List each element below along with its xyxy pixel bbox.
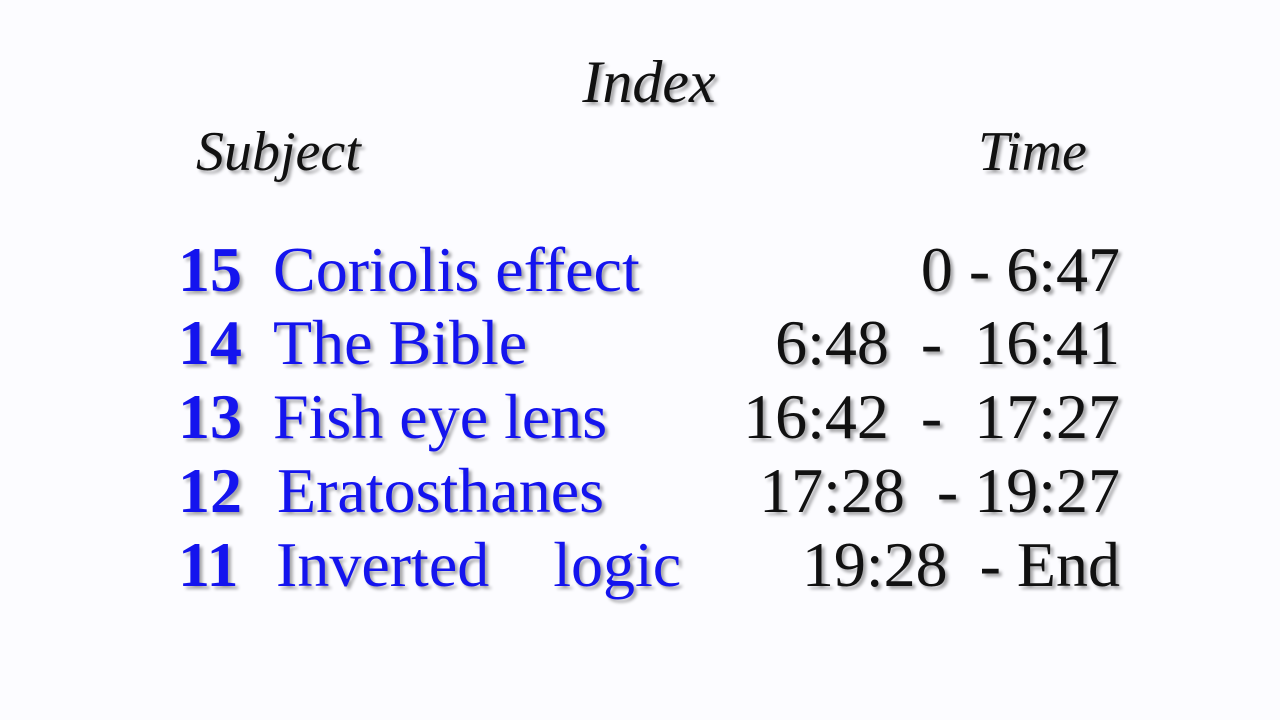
- subject-header: Subject: [196, 121, 361, 183]
- entry-number: 14: [178, 307, 242, 378]
- entry-number: 11: [178, 529, 239, 600]
- entry-time: 6:48 - 16:41: [775, 307, 1120, 378]
- entry-subject: Coriolis effect: [273, 234, 640, 305]
- entry-time: 19:28 - End: [801, 529, 1120, 600]
- entry-time: 16:42 - 17:27: [743, 381, 1120, 452]
- entry-subject: Inverted logic: [276, 529, 682, 600]
- entry-number: 12: [178, 455, 242, 526]
- entry-number: 13: [178, 381, 242, 452]
- entry-subject: The Bible: [273, 307, 528, 378]
- entry-time: 17:28 - 19:27: [759, 455, 1120, 526]
- time-header: Time: [978, 121, 1087, 183]
- entry-subject: Eratosthanes: [277, 455, 604, 526]
- entry-subject: Fish eye lens: [273, 381, 608, 452]
- page-title: Index: [582, 49, 716, 115]
- entry-time: 0 - 6:47: [920, 234, 1120, 305]
- entry-number: 15: [178, 234, 242, 305]
